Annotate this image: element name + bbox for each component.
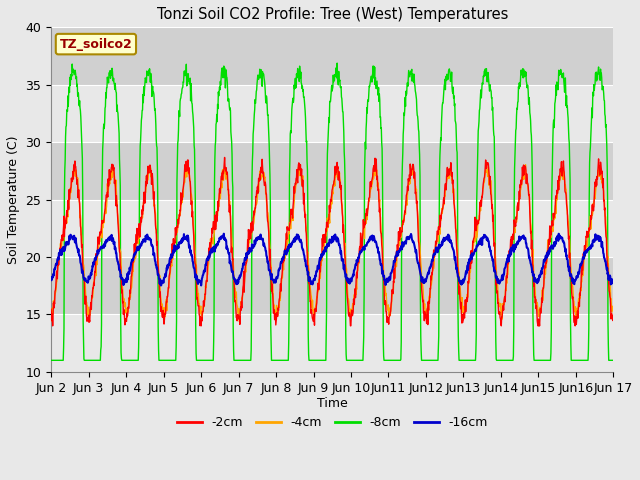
Title: Tonzi Soil CO2 Profile: Tree (West) Temperatures: Tonzi Soil CO2 Profile: Tree (West) Temp… [157,7,508,22]
Bar [51,142,613,200]
Bar [51,200,613,257]
Bar [51,27,613,84]
Legend: -2cm, -4cm, -8cm, -16cm: -2cm, -4cm, -8cm, -16cm [172,411,493,434]
Text: TZ_soilco2: TZ_soilco2 [60,37,132,50]
X-axis label: Time: Time [317,397,348,410]
Bar [51,314,613,372]
Bar [51,84,613,142]
Bar [51,257,613,314]
Y-axis label: Soil Temperature (C): Soil Temperature (C) [7,135,20,264]
